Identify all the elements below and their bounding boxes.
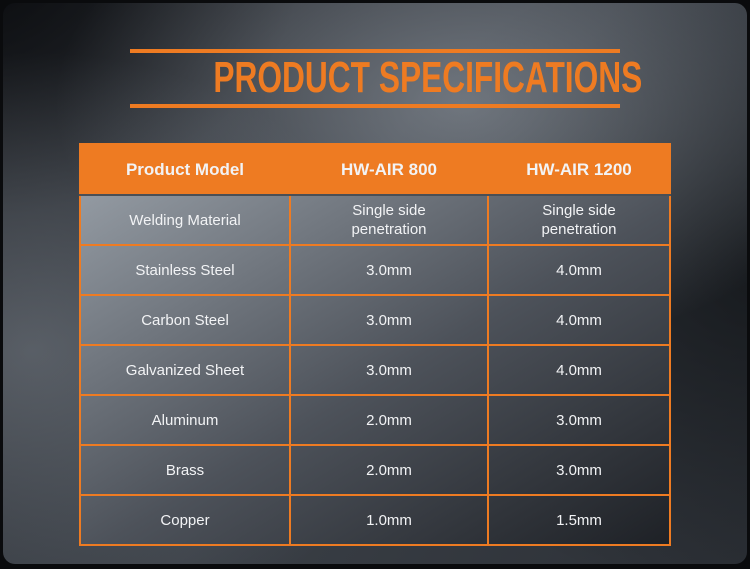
card-background: PRODUCT SPECIFICATIONS Product Model HW-… [3, 3, 747, 564]
value-cell: 4.0mm [487, 344, 671, 396]
value-cell: 3.0mm [289, 294, 489, 346]
col-header-hw-air-800: HW-AIR 800 [289, 143, 489, 196]
row-label-cell: Copper [79, 494, 291, 546]
page-title-text: PRODUCT SPECIFICATIONS [213, 53, 643, 102]
title-block: PRODUCT SPECIFICATIONS [130, 49, 642, 108]
value-cell: 2.0mm [289, 394, 489, 446]
row-label-cell: Galvanized Sheet [79, 344, 291, 396]
table-row: Copper 1.0mm 1.5mm [79, 494, 671, 546]
row-label-cell: Welding Material [79, 194, 291, 246]
value-cell: 4.0mm [487, 294, 671, 346]
table-body: Welding Material Single side penetration S… [79, 194, 671, 546]
spec-table: Product Model HW-AIR 800 HW-AIR 1200 Wel… [79, 143, 671, 546]
row-label-cell: Stainless Steel [79, 244, 291, 296]
value-cell: 3.0mm [289, 244, 489, 296]
value-cell: Single side penetration [289, 194, 489, 246]
table-header-row: Product Model HW-AIR 800 HW-AIR 1200 [79, 143, 671, 196]
row-label-cell: Brass [79, 444, 291, 496]
table-row: Galvanized Sheet 3.0mm 4.0mm [79, 344, 671, 396]
value-cell: 3.0mm [487, 394, 671, 446]
table-row: Brass 2.0mm 3.0mm [79, 444, 671, 496]
table-row: Aluminum 2.0mm 3.0mm [79, 394, 671, 446]
table-row: Stainless Steel 3.0mm 4.0mm [79, 244, 671, 296]
page-title: PRODUCT SPECIFICATIONS [130, 53, 642, 104]
value-cell: 4.0mm [487, 244, 671, 296]
title-rule-top [130, 49, 620, 53]
title-rule-bottom [130, 104, 620, 108]
value-cell: 3.0mm [487, 444, 671, 496]
row-label-cell: Carbon Steel [79, 294, 291, 346]
row-label-cell: Aluminum [79, 394, 291, 446]
value-cell: 3.0mm [289, 344, 489, 396]
value-cell: 2.0mm [289, 444, 489, 496]
value-cell: Single side penetration [487, 194, 671, 246]
col-header-hw-air-1200: HW-AIR 1200 [487, 143, 671, 196]
table-row: Welding Material Single side penetration S… [79, 194, 671, 246]
value-cell: 1.0mm [289, 494, 489, 546]
col-header-product-model: Product Model [79, 143, 291, 196]
value-cell: 1.5mm [487, 494, 671, 546]
table-row: Carbon Steel 3.0mm 4.0mm [79, 294, 671, 346]
